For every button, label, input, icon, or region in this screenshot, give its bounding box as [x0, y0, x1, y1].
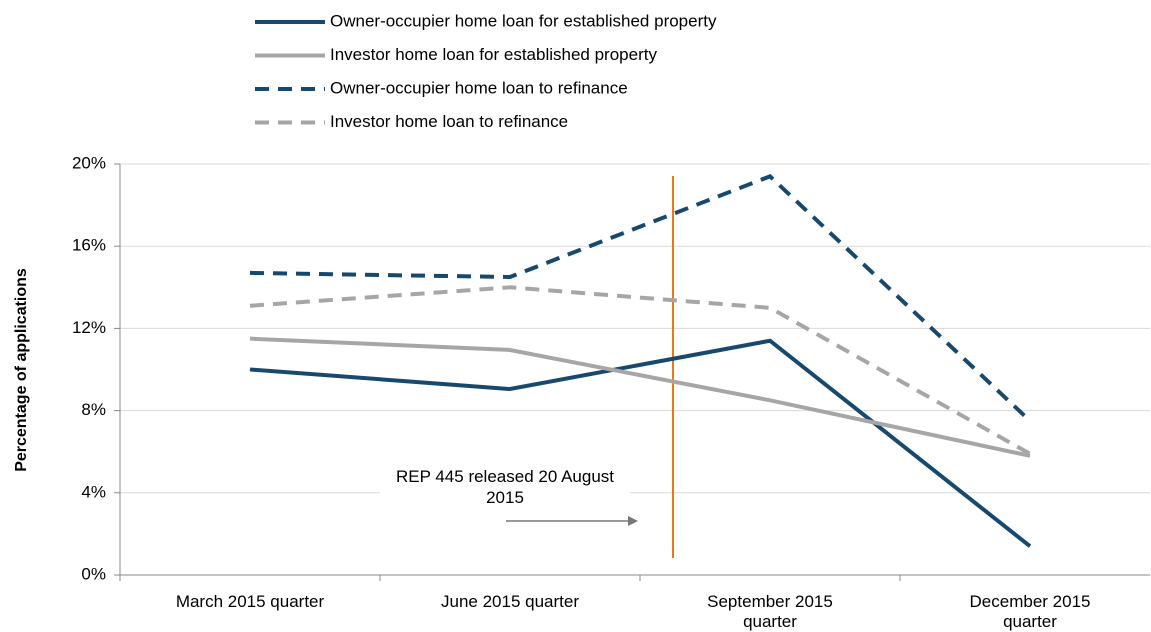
- series-line: [249, 174, 1032, 423]
- y-tick-label: 0%: [81, 564, 106, 583]
- x-tick-label: March 2015 quarter: [175, 592, 325, 611]
- y-tick-label: 8%: [81, 400, 106, 419]
- legend-label: Investor home loan to refinance: [330, 112, 568, 131]
- y-tick-label: 4%: [81, 482, 106, 501]
- series-line: [249, 336, 1031, 458]
- legend-label: Owner-occupier home loan to refinance: [330, 78, 628, 97]
- y-tick-label: 12%: [72, 318, 106, 337]
- y-tick-label: 16%: [72, 236, 106, 255]
- series-line: [249, 338, 1032, 548]
- legend-label: Investor home loan for established prope…: [330, 45, 657, 64]
- x-tick-label: December 2015 quarter: [969, 592, 1091, 631]
- arrow-head: [628, 516, 638, 526]
- series-line: [249, 285, 1031, 456]
- x-tick-label: September 2015 quarter: [707, 592, 833, 631]
- y-tick-label: 20%: [72, 153, 106, 172]
- annotation: REP 445 released 20 August 2015: [380, 466, 630, 508]
- y-axis-label: Percentage of applications: [13, 268, 30, 472]
- legend-label: Owner-occupier home loan for established…: [330, 11, 717, 30]
- x-tick-label: June 2015 quarter: [441, 592, 579, 611]
